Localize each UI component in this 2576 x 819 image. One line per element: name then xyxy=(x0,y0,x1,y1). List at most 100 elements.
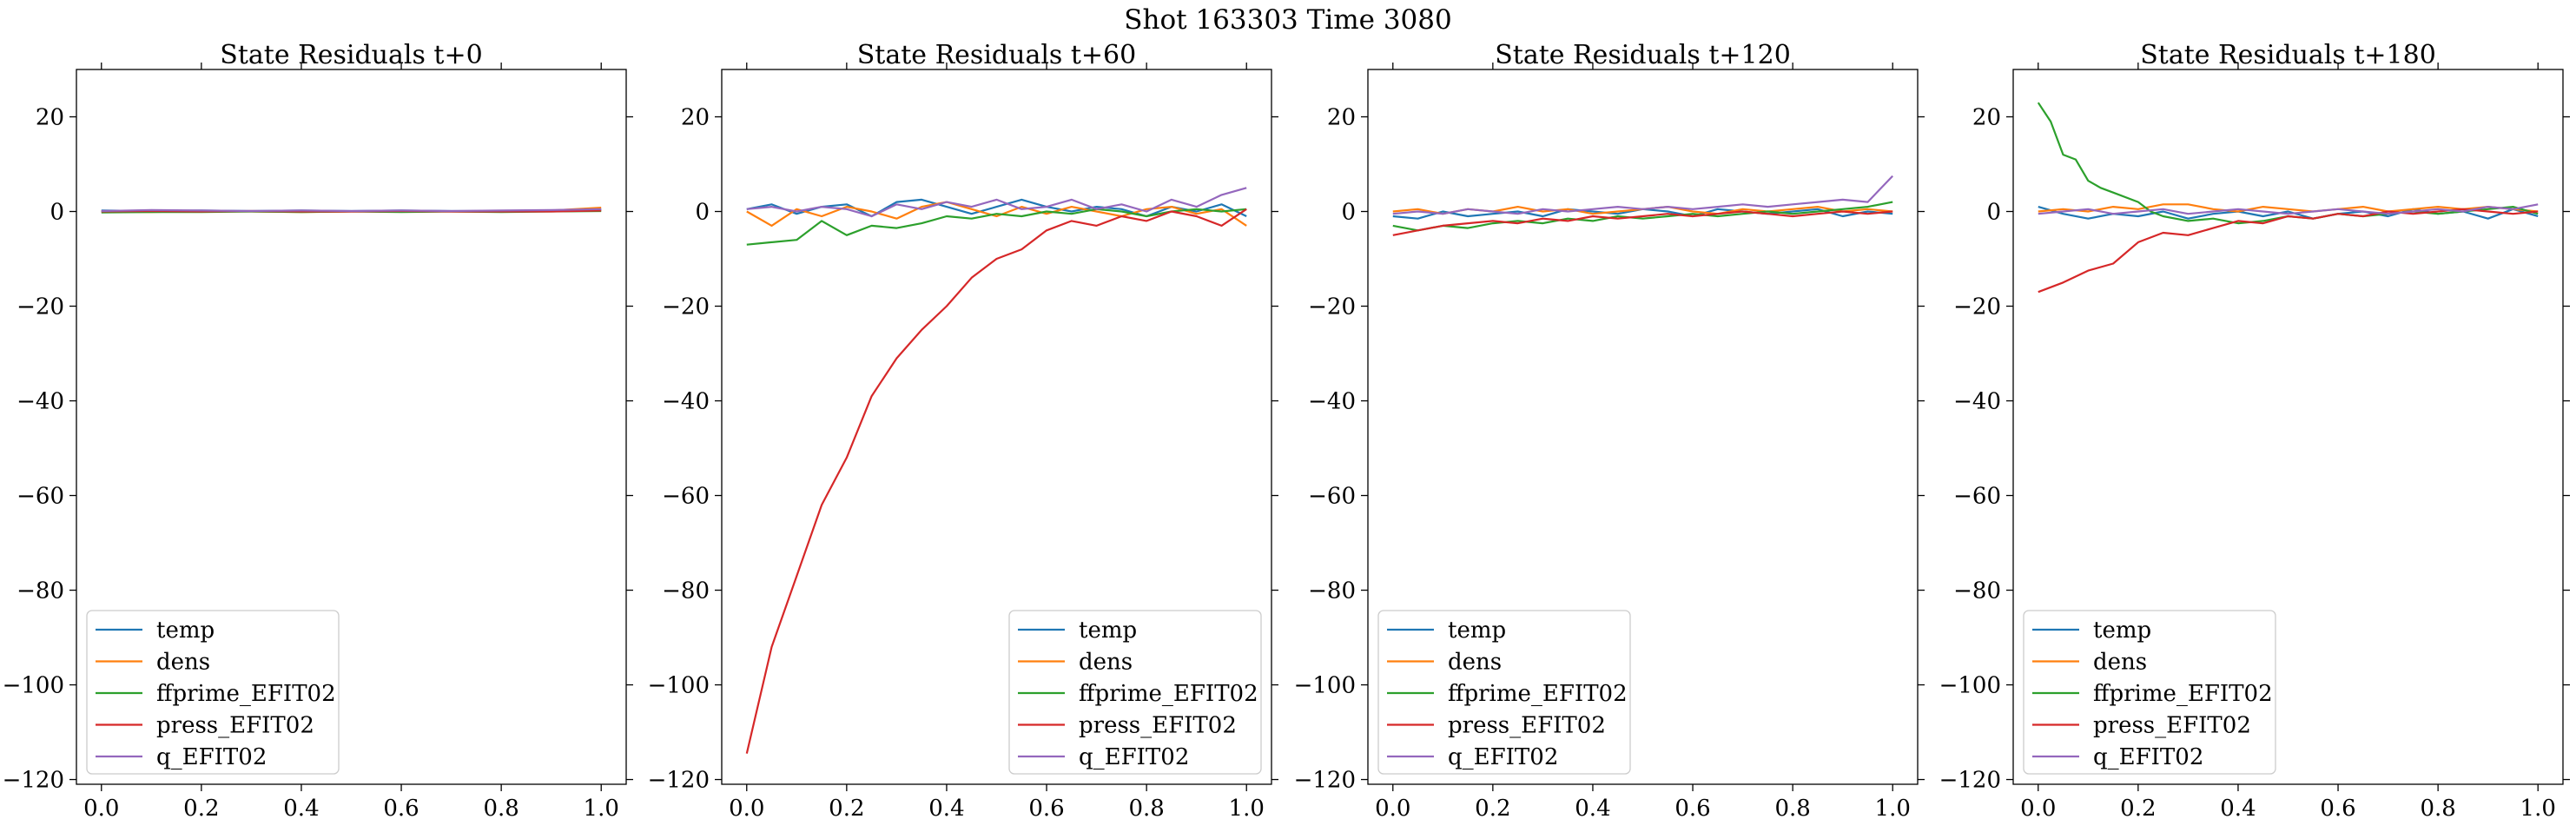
subplot-1: State Residuals t+0 0.0 0.2 0.4 0.6 0.8 1.0 20 0… xyxy=(3,40,633,819)
legend-label: ffprime_EFIT02 xyxy=(1448,681,1628,707)
legend-label: q_EFIT02 xyxy=(156,744,267,770)
x-tick-label: 0.2 xyxy=(2120,796,2156,819)
figure-suptitle: Shot 163303 Time 3080 xyxy=(1124,4,1451,36)
series-line-q_EFIT02 xyxy=(1392,175,1893,215)
series-line-ffprime_EFIT02 xyxy=(1392,201,1893,232)
series-line-press_EFIT02 xyxy=(745,208,1247,754)
series-line-ffprime_EFIT02 xyxy=(746,208,1247,246)
y-tick-label: −40 xyxy=(17,389,64,415)
y-tick-label: −40 xyxy=(1953,389,2001,415)
x-tick-label: 0.8 xyxy=(1774,796,1810,819)
y-tick-label: −100 xyxy=(648,673,710,699)
y-tick-label: 0 xyxy=(1341,200,1356,226)
y-tick-label: −100 xyxy=(1939,673,2001,699)
y-tick-label: −20 xyxy=(1308,294,1356,320)
series-line-q_EFIT02 xyxy=(2038,203,2539,215)
x-tick-label: 0.2 xyxy=(1475,796,1510,819)
y-tick-label: −80 xyxy=(17,578,64,604)
y-tick-label: −60 xyxy=(17,484,64,510)
legend-label: temp xyxy=(1079,618,1137,644)
y-tick-label: 0 xyxy=(695,200,710,226)
subplot-title: State Residuals t+0 xyxy=(220,40,482,70)
legend-label: q_EFIT02 xyxy=(1448,744,1558,770)
x-tick-label: 0.4 xyxy=(1575,796,1610,819)
legend-frame xyxy=(2023,610,2276,775)
y-tick-label: −80 xyxy=(1953,578,2001,604)
series-line-dens xyxy=(2038,203,2539,213)
subplot-3: State Residuals t+120 0.0 0.2 0.4 0.6 0.8 1.0 2… xyxy=(1294,40,1925,819)
y-tick-label: −80 xyxy=(662,578,710,604)
legend: temp dens ffprime_EFIT02 press_EFIT02 q_EFIT… xyxy=(2023,610,2276,775)
legend: temp dens ffprime_EFIT02 press_EFIT02 q_EFIT… xyxy=(1008,610,1262,775)
y-tick-label: −120 xyxy=(1294,768,1356,794)
series-lines xyxy=(1392,175,1893,236)
x-tick-label: 0.0 xyxy=(83,796,119,819)
series-lines xyxy=(745,187,1247,754)
axes-frame xyxy=(721,69,1272,785)
legend-label: dens xyxy=(1448,650,1502,676)
x-tick-label: 0.2 xyxy=(183,796,219,819)
subplot-2: State Residuals t+60 0.0 0.2 0.4 0.6 0.8 1.0 20… xyxy=(648,40,1278,819)
series-lines xyxy=(2037,102,2539,294)
legend-frame xyxy=(1008,610,1262,775)
legend-label: dens xyxy=(156,650,210,676)
legend-label: temp xyxy=(2093,618,2151,644)
y-tick-label: −60 xyxy=(1953,484,2001,510)
legend-label: ffprime_EFIT02 xyxy=(1079,681,1258,707)
y-tick-label: 20 xyxy=(36,105,64,131)
x-tick-label: 1.0 xyxy=(584,796,619,819)
series-line-press_EFIT02 xyxy=(1392,210,1893,236)
series-line-dens xyxy=(746,201,1247,227)
legend-label: ffprime_EFIT02 xyxy=(156,681,336,707)
y-tick-label: −80 xyxy=(1308,578,1356,604)
x-tick-label: 0.8 xyxy=(483,796,519,819)
x-tick-label: 0.0 xyxy=(1375,796,1410,819)
y-tick-label: 0 xyxy=(50,200,64,226)
series-line-temp xyxy=(746,198,1247,218)
y-tick-label: −40 xyxy=(662,389,710,415)
axes-frame xyxy=(2012,69,2564,785)
x-tick-label: 1.0 xyxy=(1229,796,1265,819)
x-tick-label: 0.6 xyxy=(2320,796,2355,819)
series-line-q_EFIT02 xyxy=(101,208,602,213)
legend: temp dens ffprime_EFIT02 press_EFIT02 q_EFIT… xyxy=(1377,610,1631,775)
axes-frame xyxy=(1367,69,1919,785)
x-tick-label: 0.6 xyxy=(1674,796,1710,819)
axes-frame xyxy=(76,69,627,785)
legend-label: temp xyxy=(156,618,215,644)
x-tick-label: 1.0 xyxy=(2520,796,2556,819)
y-tick-label: 20 xyxy=(1972,105,2001,131)
x-tick-label: 0.8 xyxy=(2420,796,2455,819)
x-tick-label: 0.6 xyxy=(1028,796,1064,819)
x-tick-label: 0.4 xyxy=(283,796,319,819)
x-tick-label: 0.4 xyxy=(2220,796,2256,819)
subplot-title: State Residuals t+120 xyxy=(1495,40,1791,70)
legend-label: q_EFIT02 xyxy=(2093,744,2203,770)
legend-label: dens xyxy=(2093,650,2147,676)
x-tick-label: 1.0 xyxy=(1875,796,1911,819)
x-tick-label: 0.0 xyxy=(729,796,764,819)
subplot-title: State Residuals t+60 xyxy=(857,40,1136,70)
legend-frame xyxy=(86,610,340,775)
legend-label: press_EFIT02 xyxy=(1448,713,1606,739)
x-tick-label: 0.4 xyxy=(928,796,964,819)
subplot-panels: State Residuals t+0 0.0 0.2 0.4 0.6 0.8 1.0 20 0… xyxy=(3,40,2570,819)
y-tick-label: −20 xyxy=(17,294,64,320)
subplot-4: State Residuals t+180 0.0 0.2 0.4 0.6 0.8 1.0 2… xyxy=(1939,40,2570,819)
legend-frame xyxy=(1377,610,1631,775)
y-tick-label: −120 xyxy=(3,768,64,794)
x-tick-label: 0.6 xyxy=(383,796,419,819)
y-tick-label: −120 xyxy=(1939,768,2001,794)
y-tick-label: −60 xyxy=(1308,484,1356,510)
y-tick-label: 0 xyxy=(1986,200,2001,226)
legend-label: temp xyxy=(1448,618,1506,644)
y-tick-label: 20 xyxy=(1327,105,1356,131)
x-tick-label: 0.0 xyxy=(2020,796,2056,819)
y-tick-label: −120 xyxy=(648,768,710,794)
subplot-title: State Residuals t+180 xyxy=(2140,40,2436,70)
legend-label: dens xyxy=(1079,650,1133,676)
x-tick-label: 0.8 xyxy=(1128,796,1164,819)
series-line-ffprime_EFIT02 xyxy=(2037,102,2539,225)
y-tick-label: −20 xyxy=(662,294,710,320)
